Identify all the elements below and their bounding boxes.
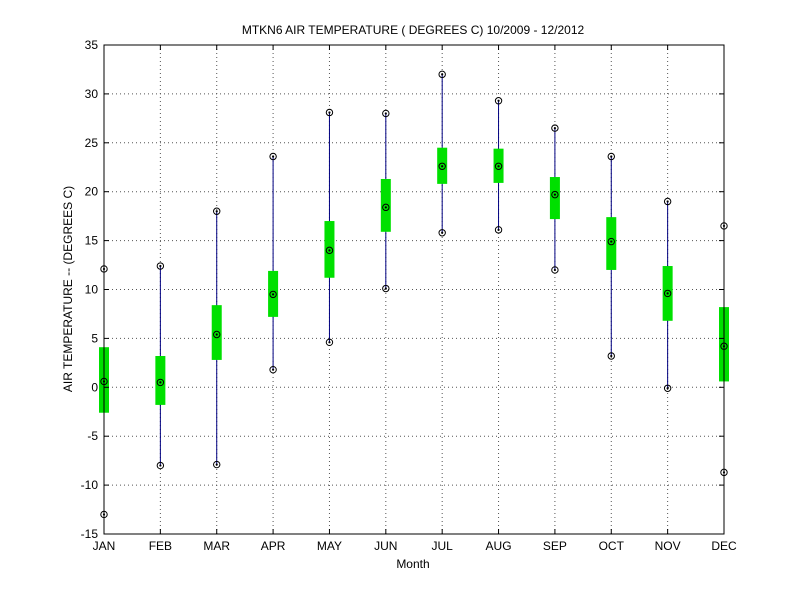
box [155,356,166,405]
min-marker [438,229,446,237]
max-marker [325,108,334,117]
median-marker-dot [666,292,669,295]
x-tick-label: APR [261,539,286,553]
median-marker-dot [271,293,275,296]
x-tick-label: SEP [543,539,567,553]
median-marker-dot [441,165,444,168]
max-marker [494,97,503,105]
min-marker [382,284,390,293]
x-tick-label: DEC [711,539,737,553]
min-marker [494,226,503,234]
y-tick-label: -10 [81,478,99,492]
min-marker-dot [497,228,500,231]
min-marker [663,384,672,392]
median-marker [494,162,503,170]
median-marker-dot [610,240,613,243]
median-marker [269,290,277,299]
median-marker-dot [384,206,387,209]
median-marker-dot [159,381,162,384]
x-tick-label: FEB [149,539,172,553]
y-axis-label: AIR TEMPERATURE -- (DEGREES C) [61,186,75,392]
median-marker [663,289,672,298]
box-series [99,70,729,519]
y-tick-label: 15 [85,234,99,248]
y-tick-label: 0 [91,380,98,394]
min-marker-dot [441,231,444,234]
median-marker [607,237,615,246]
y-tick-label: -5 [87,429,98,443]
x-tick-label: NOV [655,539,681,553]
max-marker-dot [666,200,669,203]
min-marker [269,365,277,374]
x-tick-label: JUN [374,539,397,553]
x-tick-label: JAN [93,539,116,553]
median-marker [156,378,165,387]
max-marker [269,152,277,161]
chart-title: MTKN6 AIR TEMPERATURE ( DEGREES C) 10/20… [242,23,585,37]
y-tick-label: 35 [85,38,99,52]
x-tick-label: MAY [317,539,342,553]
y-tick-label: 20 [85,185,99,199]
x-tick-label: AUG [486,539,512,553]
max-marker-dot [328,111,331,114]
median-marker-dot [328,249,331,252]
max-marker-dot [159,264,162,268]
min-marker-dot [215,463,218,466]
y-axis: -15 -10 -5 0 5 10 15 20 25 30 35 [81,38,724,541]
max-marker [663,197,672,206]
median-marker [551,190,559,199]
x-tick-label: JUL [432,539,454,553]
x-axis-label: Month [396,557,429,571]
y-tick-label: 5 [91,331,98,345]
y-tick-label: 10 [85,283,99,297]
max-marker [551,124,559,132]
x-axis: JAN FEB MAR APR MAY JUN JUL AUG SEP OCT NOV DEC [93,45,737,553]
max-marker [156,262,165,270]
max-marker-dot [441,73,444,76]
min-marker-dot [553,268,557,272]
min-marker-dot [159,464,162,467]
max-marker [382,109,390,118]
y-tick-label: 30 [85,87,99,101]
max-marker-dot [271,155,275,158]
min-marker [325,338,334,347]
x-tick-label: OCT [599,539,625,553]
max-marker [607,152,615,161]
y-tick-label: -15 [81,527,99,541]
max-marker-dot [553,127,557,130]
box [606,217,617,270]
median-marker-dot [497,165,500,168]
min-marker-dot [271,368,275,371]
min-marker [213,460,221,469]
min-marker [607,352,615,360]
box [211,305,222,360]
median-marker-dot [215,333,218,336]
max-marker-dot [384,112,387,115]
median-marker [382,203,390,212]
box [380,178,391,232]
median-marker-dot [553,193,557,196]
max-marker-dot [610,155,613,158]
median-marker [325,246,334,255]
min-marker-dot [666,387,669,390]
grid [104,45,724,534]
median-marker [213,330,221,339]
min-marker-dot [384,287,387,290]
x-tick-label: MAR [203,539,230,553]
max-marker-dot [215,210,218,213]
max-marker-dot [497,99,500,102]
min-marker-dot [610,354,613,358]
max-marker [438,70,446,79]
median-marker [438,162,446,170]
min-marker [156,461,165,470]
min-marker [551,266,559,274]
y-tick-label: 25 [85,136,99,150]
max-marker [213,207,221,215]
min-marker-dot [328,341,331,344]
